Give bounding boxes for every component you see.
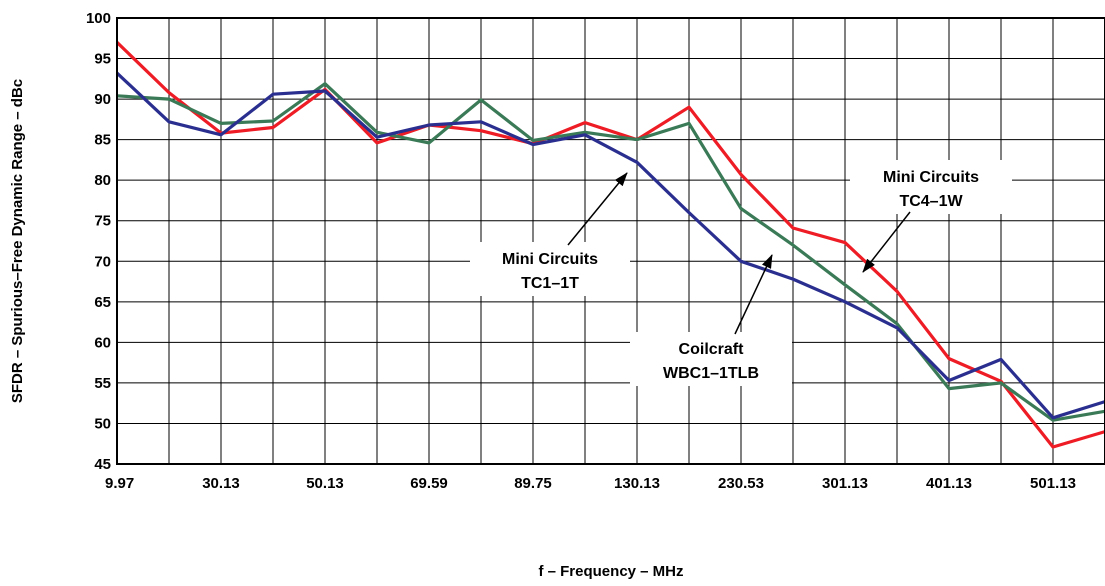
annotation-arrow-tc4-1w — [862, 211, 911, 273]
series-line — [116, 82, 1105, 422]
annotation-line-2: TC4–1W — [899, 193, 963, 210]
y-tick-label: 95 — [94, 51, 111, 68]
annotation-line-2: WBC1–1TLB — [663, 365, 759, 382]
y-tick-label: 75 — [94, 213, 111, 230]
y-tick-label: 85 — [94, 132, 111, 149]
y-tick-label: 80 — [94, 172, 111, 189]
x-tick-label: 301.13 — [822, 475, 868, 492]
series-lines — [115, 41, 1105, 449]
x-tick-label: 9.97 — [105, 475, 134, 492]
y-tick-label: 45 — [94, 456, 111, 473]
annotation-arrow-tc1-1t — [567, 172, 628, 246]
y-tick-label: 60 — [94, 334, 111, 351]
annotation-tc1-1t: Mini Circuits TC1–1T — [470, 172, 630, 296]
y-tick-label: 65 — [94, 294, 111, 311]
annotation-box-wbc1-1tlb — [630, 332, 792, 386]
annotation-line-1: Coilcraft — [679, 341, 745, 358]
y-tick-label: 70 — [94, 253, 111, 270]
x-tick-labels: 9.97 30.13 50.13 69.59 89.75 130.13 230.53 301.… — [105, 475, 1076, 492]
y-axis-title: SFDR – Spurious–Free Dynamic Range – dBc — [9, 79, 26, 403]
y-tick-label: 55 — [94, 375, 111, 392]
annotation-box-tc1-1t — [470, 242, 630, 296]
x-tick-label: 130.13 — [614, 475, 660, 492]
annotation-arrow-wbc1-1tlb — [734, 254, 773, 335]
y-tick-label: 100 — [86, 10, 111, 27]
x-tick-label: 89.75 — [514, 475, 552, 492]
annotation-line-2: TC1–1T — [521, 275, 579, 292]
x-tick-label: 401.13 — [926, 475, 972, 492]
grid-lines — [116, 17, 1105, 465]
x-tick-label: 30.13 — [202, 475, 240, 492]
annotations: Mini Circuits TC4–1W Mini Circuits TC1–1… — [470, 160, 1012, 386]
x-tick-label: 501.13 — [1030, 475, 1076, 492]
series-line — [115, 71, 1105, 420]
annotation-tc4-1w: Mini Circuits TC4–1W — [850, 160, 1012, 273]
plot-frame — [116, 17, 1105, 465]
x-tick-label: 230.53 — [718, 475, 764, 492]
y-tick-label: 90 — [94, 91, 111, 108]
annotation-wbc1-1tlb: Coilcraft WBC1–1TLB — [630, 254, 792, 386]
annotation-line-1: Mini Circuits — [502, 251, 598, 268]
y-tick-labels: 100 95 90 85 80 75 70 65 60 55 50 45 — [86, 10, 111, 473]
y-tick-label: 50 — [94, 415, 111, 432]
x-axis-title: f – Frequency – MHz — [538, 563, 683, 580]
annotation-line-1: Mini Circuits — [883, 169, 979, 186]
annotation-box-tc4-1w — [850, 160, 1012, 214]
x-tick-label: 69.59 — [410, 475, 448, 492]
series-line — [115, 41, 1105, 449]
x-tick-label: 50.13 — [306, 475, 344, 492]
